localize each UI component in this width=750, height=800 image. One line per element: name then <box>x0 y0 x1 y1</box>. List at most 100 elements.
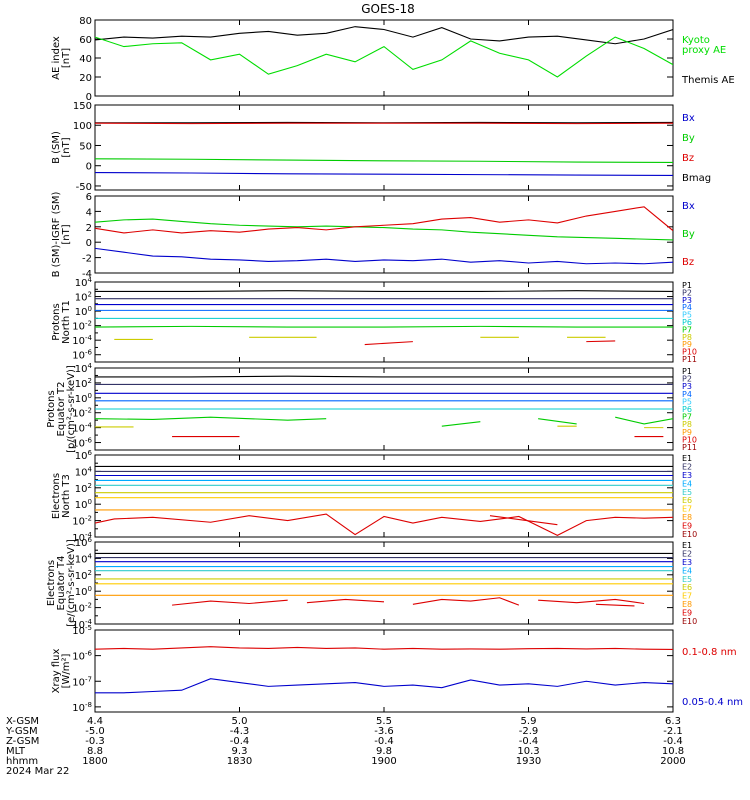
y-axis-label: North T3 <box>61 474 72 518</box>
y-tick-label: 10-2 <box>72 320 92 333</box>
y-axis-label: Protons <box>46 390 57 427</box>
y-axis-label: [nT] <box>61 137 72 157</box>
y-tick-label: 104 <box>75 362 93 375</box>
y-tick-label: 100 <box>75 498 92 511</box>
series-line-1 <box>95 290 673 293</box>
y-tick-label: 106 <box>75 536 93 549</box>
y-axis-label: Equator T2 <box>56 382 67 437</box>
y-tick-label: 0 <box>86 238 92 249</box>
x-tick-label: 6.3 <box>665 716 681 727</box>
legend-label: P4 <box>682 303 692 312</box>
legend-label: proxy AE <box>682 45 726 56</box>
y-tick-label: 10-2 <box>72 515 92 528</box>
legend-label: P1 <box>682 281 692 290</box>
panel-3: -4 -2 0 2 4 6 B (SM)-IGRF (SM) [nT] Bx By Bz <box>51 192 695 280</box>
panel-frame <box>94 19 674 97</box>
y-tick-label: 60 <box>79 35 92 46</box>
series-line-3 <box>95 247 673 265</box>
y-axis-label: [p/(cm²-s-sr-keV)] <box>66 365 77 453</box>
y-tick-label: 100 <box>73 121 92 132</box>
series-line-1 <box>95 375 673 378</box>
legend-label: E1 <box>682 541 692 550</box>
series-line-2 <box>95 36 673 78</box>
legend-label: E6 <box>682 583 692 592</box>
legend-label: E7 <box>682 505 692 514</box>
x-tick-label: 4.4 <box>87 716 103 727</box>
series-segment-2 <box>489 515 558 526</box>
legend-label: Bz <box>682 257 694 268</box>
legend-label: P8 <box>682 333 692 342</box>
y-tick-label: 104 <box>75 276 93 289</box>
legend-label: P2 <box>682 288 692 297</box>
y-tick-label: 10-7 <box>72 675 92 688</box>
x-tick-label: -4.3 <box>230 726 250 737</box>
legend-label: P3 <box>682 296 692 305</box>
x-tick-label: 9.3 <box>232 746 248 757</box>
legend-label: E4 <box>682 479 692 488</box>
panel-8: 10-8 10-7 10-6 10-5 Xray flux [W/m²] 0.1-0.8 n… <box>51 624 743 714</box>
panel-frame <box>94 629 674 713</box>
legend-label: E3 <box>682 471 692 480</box>
panel-frame <box>94 281 674 363</box>
x-tick-label: -0.4 <box>230 736 250 747</box>
y-tick-label: 10-6 <box>72 349 92 362</box>
y-tick-label: 104 <box>75 465 93 478</box>
plot-area <box>95 121 673 176</box>
legend-label: By <box>682 133 695 144</box>
y-tick-label: -4 <box>82 269 92 280</box>
series-segment-5 <box>364 341 413 346</box>
legend-label: P7 <box>682 413 692 422</box>
series-line-4 <box>95 172 673 176</box>
legend-label: E8 <box>682 600 692 609</box>
legend-label: E7 <box>682 592 692 601</box>
legend-label: E3 <box>682 558 692 567</box>
legend-label: P9 <box>682 428 692 437</box>
plot-area <box>95 206 673 265</box>
legend-label: P5 <box>682 311 692 320</box>
series-line-2 <box>95 206 673 234</box>
legend-label: P11 <box>682 443 697 452</box>
y-tick-label: 80 <box>79 16 92 27</box>
x-tick-label: 5.0 <box>232 716 248 727</box>
y-tick-label: 102 <box>75 482 92 495</box>
legend-label: Bmag <box>682 173 711 184</box>
series-segment-1 <box>172 599 288 606</box>
y-axis-label: [nT] <box>61 48 72 68</box>
series-segment-2 <box>441 421 481 427</box>
legend-label: E10 <box>682 617 697 626</box>
legend-label: P10 <box>682 348 697 357</box>
series-segment-5 <box>595 603 635 607</box>
y-tick-label: 0 <box>86 92 92 103</box>
x-tick-label: 8.8 <box>87 746 103 757</box>
series-line-3 <box>95 158 673 164</box>
x-tick-label: 9.8 <box>376 746 392 757</box>
y-tick-label: 50 <box>79 141 92 152</box>
y-tick-label: 10-8 <box>72 701 92 714</box>
y-tick-label: 102 <box>75 291 92 304</box>
x-tick-label: 1800 <box>82 756 107 767</box>
legend-label: E2 <box>682 549 692 558</box>
legend-label: P7 <box>682 325 692 334</box>
legend-label: 0.1-0.8 nm <box>682 647 737 658</box>
x-tick-label: -3.6 <box>374 726 394 737</box>
legend-label: P9 <box>682 340 692 349</box>
series-segment-2 <box>306 598 385 604</box>
plot-area <box>95 375 673 438</box>
legend-label: P5 <box>682 397 692 406</box>
x-tick-label: -2.9 <box>519 726 539 737</box>
panel-frame <box>94 541 674 625</box>
y-axis-label: AE index <box>51 36 62 80</box>
x-axis-row-label: Z-GSM <box>6 736 39 747</box>
series-line-6 <box>95 325 673 328</box>
y-axis-label: Electrons <box>46 560 57 606</box>
y-tick-label: 102 <box>75 377 92 390</box>
y-axis-label: North T1 <box>61 300 72 344</box>
x-tick-label: -2.1 <box>663 726 683 737</box>
x-axis-row-label: Y-GSM <box>5 726 38 737</box>
y-tick-label: -2 <box>82 254 92 265</box>
y-tick-label: 104 <box>75 552 93 565</box>
y-tick-label: 10-5 <box>72 624 92 637</box>
